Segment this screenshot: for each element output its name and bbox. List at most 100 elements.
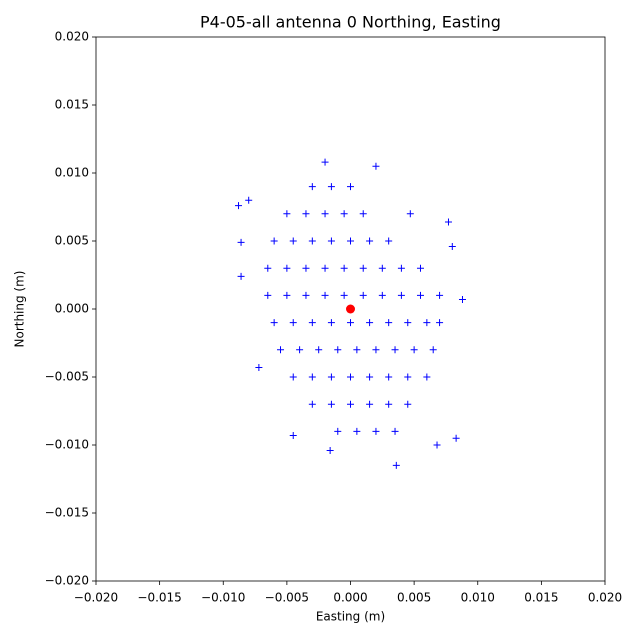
point: [366, 373, 374, 381]
point: [237, 272, 245, 280]
point: [264, 264, 272, 272]
y-tick-label: −0.015: [45, 506, 89, 520]
point: [385, 319, 393, 327]
chart-title: P4-05-all antenna 0 Northing, Easting: [200, 13, 501, 32]
x-axis-label: Easting (m): [316, 610, 385, 624]
point: [340, 291, 348, 299]
point: [321, 291, 329, 299]
point: [283, 210, 291, 218]
point: [289, 319, 297, 327]
x-tick-label: 0.010: [461, 591, 495, 605]
point: [327, 183, 335, 191]
plot-area: [235, 158, 466, 469]
point: [444, 218, 452, 226]
point: [321, 210, 329, 218]
point: [308, 183, 316, 191]
point: [334, 346, 342, 354]
y-tick-label: 0.020: [55, 30, 89, 44]
point: [270, 319, 278, 327]
point: [346, 304, 355, 314]
point: [433, 441, 441, 449]
point: [308, 373, 316, 381]
point: [270, 237, 278, 245]
point: [366, 319, 374, 327]
point: [327, 373, 335, 381]
y-axis-label: Northing (m): [13, 271, 27, 348]
x-tick-label: 0.020: [588, 591, 622, 605]
point: [391, 346, 399, 354]
point: [326, 446, 334, 454]
point: [334, 427, 342, 435]
point: [235, 202, 243, 210]
point: [385, 237, 393, 245]
point: [436, 291, 444, 299]
point: [452, 434, 460, 442]
point: [308, 237, 316, 245]
point: [406, 210, 414, 218]
x-tick-label: −0.020: [74, 591, 118, 605]
point: [385, 400, 393, 408]
point: [404, 319, 412, 327]
point: [423, 319, 431, 327]
point: [378, 264, 386, 272]
point: [289, 431, 297, 439]
point: [321, 158, 329, 166]
point: [340, 264, 348, 272]
x-tick-label: −0.005: [265, 591, 309, 605]
point: [359, 210, 367, 218]
point: [353, 427, 361, 435]
point: [366, 400, 374, 408]
point: [385, 373, 393, 381]
point: [340, 210, 348, 218]
point: [423, 373, 431, 381]
point: [436, 319, 444, 327]
point: [302, 291, 310, 299]
y-tick-label: 0.015: [55, 98, 89, 112]
point: [347, 319, 354, 327]
point: [237, 238, 245, 246]
point: [347, 237, 354, 245]
point: [372, 162, 380, 170]
y-tick-label: 0.010: [55, 166, 89, 180]
point: [429, 346, 437, 354]
point: [289, 373, 297, 381]
point: [315, 346, 323, 354]
point: [404, 373, 412, 381]
x-tick-label: 0.005: [397, 591, 431, 605]
point: [366, 237, 374, 245]
point: [397, 291, 405, 299]
x-tick-label: 0.000: [333, 591, 367, 605]
point: [347, 183, 354, 191]
point: [283, 264, 291, 272]
point: [308, 319, 316, 327]
point: [327, 237, 335, 245]
point: [296, 346, 304, 354]
point: [416, 291, 424, 299]
x-tick-label: −0.015: [137, 591, 181, 605]
point: [410, 346, 418, 354]
point: [283, 291, 291, 299]
point: [359, 291, 367, 299]
point: [277, 346, 285, 354]
x-tick-label: −0.010: [201, 591, 245, 605]
point: [353, 346, 361, 354]
point: [289, 237, 297, 245]
point: [302, 210, 310, 218]
point: [391, 427, 399, 435]
point: [392, 461, 400, 469]
point: [458, 295, 466, 303]
y-tick-label: −0.010: [45, 438, 89, 452]
point: [327, 400, 335, 408]
x-tick-label: 0.015: [524, 591, 558, 605]
point: [347, 400, 354, 408]
point: [327, 319, 335, 327]
point: [378, 291, 386, 299]
point: [347, 373, 354, 381]
point: [359, 264, 367, 272]
point: [255, 363, 263, 371]
point: [372, 346, 380, 354]
y-tick-label: −0.005: [45, 370, 89, 384]
point: [397, 264, 405, 272]
point: [372, 427, 380, 435]
